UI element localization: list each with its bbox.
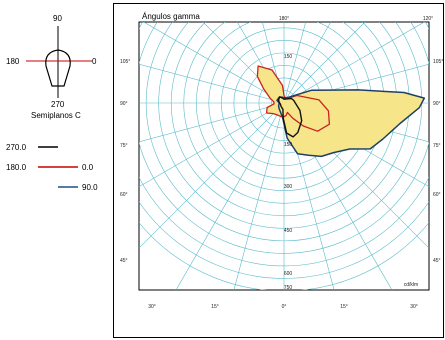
bottom-angle-label: 15° xyxy=(340,304,348,310)
side-angle-label-right: 60° xyxy=(433,192,441,198)
polar-chart-panel: Ángulos gamma 150 150 300 450 600 750 180° 120°… xyxy=(112,0,445,340)
legend-panel: 90 180 0 270 Semiplanos C 270.0 180.0 0.… xyxy=(0,0,112,340)
radial-value-label: 450 xyxy=(284,228,293,234)
chart-frame xyxy=(114,4,444,338)
side-angle-label-right: 105° xyxy=(433,59,443,65)
side-angle-label-right: 45° xyxy=(433,258,441,264)
radial-value-label: 150 xyxy=(284,54,293,60)
radial-value-label: 300 xyxy=(284,184,293,190)
grid-spoke xyxy=(284,0,397,103)
top-angle-label: 180° xyxy=(279,16,289,22)
side-angle-label-left: 75° xyxy=(120,143,128,149)
side-angle-label-left: 45° xyxy=(120,258,128,264)
top-angle-label: 120° xyxy=(423,16,433,22)
grid-spoke xyxy=(226,103,284,321)
unit-label: cd/klm xyxy=(404,282,418,288)
legend-swatches xyxy=(0,0,112,200)
polar-chart: Ángulos gamma 150 150 300 450 600 750 180° 120°… xyxy=(112,0,445,340)
side-angle-label-left: 60° xyxy=(120,192,128,198)
bottom-angle-label: 0° xyxy=(282,304,287,310)
side-angle-label-left: 90° xyxy=(120,101,128,107)
bottom-angle-label: 30° xyxy=(148,304,156,310)
side-angle-label-left: 105° xyxy=(120,59,130,65)
radial-value-label: 600 xyxy=(284,271,293,277)
bottom-angle-label: 15° xyxy=(211,304,219,310)
grid-ring xyxy=(112,0,445,291)
side-angle-label-right: 75° xyxy=(433,143,441,149)
chart-title: Ángulos gamma xyxy=(142,12,200,21)
bottom-angle-label: 30° xyxy=(410,304,418,310)
side-angle-label-right: 90° xyxy=(433,101,441,107)
radial-value-label: 150 xyxy=(284,142,293,148)
grid-spoke xyxy=(284,0,444,103)
radial-value-label: 750 xyxy=(284,285,293,291)
grid-ring xyxy=(112,0,445,278)
